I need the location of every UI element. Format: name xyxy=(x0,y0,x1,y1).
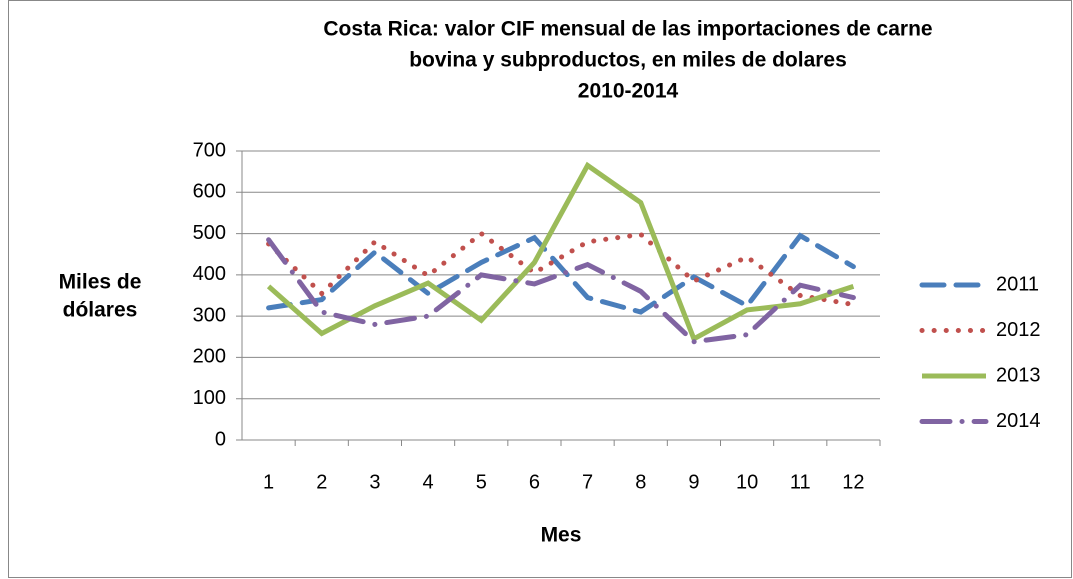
x-tick-label: 12 xyxy=(842,471,864,493)
y-tick-label: 400 xyxy=(193,263,226,285)
chart-title: 2010-2014 xyxy=(578,80,679,103)
y-tick-label: 600 xyxy=(193,181,226,203)
x-tick-label: 9 xyxy=(688,471,699,493)
y-axis-label: dólares xyxy=(63,299,138,322)
x-tick-label: 11 xyxy=(790,471,811,493)
legend-label: 2013 xyxy=(996,364,1041,386)
y-tick-label: 700 xyxy=(193,139,226,161)
legend-label: 2012 xyxy=(996,319,1041,341)
y-tick-label: 0 xyxy=(215,428,226,450)
legend-label: 2011 xyxy=(996,273,1039,295)
x-tick-label: 2 xyxy=(316,471,327,493)
x-tick-label: 8 xyxy=(635,471,646,493)
y-axis-label: Miles de xyxy=(59,271,142,294)
legend-label: 2014 xyxy=(996,410,1041,432)
chart-frame xyxy=(8,0,1072,578)
x-tick-label: 10 xyxy=(736,471,758,493)
series-line xyxy=(266,232,856,315)
chart-title: Costa Rica: valor CIF mensual de las imp… xyxy=(323,18,932,41)
x-tick-label: 1 xyxy=(263,471,274,493)
x-tick-label: 5 xyxy=(476,471,487,493)
series-line xyxy=(266,237,856,345)
series-line xyxy=(266,230,856,308)
y-tick-label: 300 xyxy=(193,304,226,326)
chart-title: bovina y subproductos, en miles de dolar… xyxy=(409,49,847,72)
y-tick-label: 500 xyxy=(193,222,226,244)
y-tick-label: 200 xyxy=(193,346,226,368)
x-axis-label: Mes xyxy=(541,524,582,547)
x-tick-label: 7 xyxy=(582,471,593,493)
y-tick-label: 100 xyxy=(193,387,226,409)
x-tick-label: 6 xyxy=(529,471,540,493)
x-tick-label: 3 xyxy=(369,471,380,493)
series-line xyxy=(266,161,855,343)
x-tick-label: 4 xyxy=(423,471,434,493)
